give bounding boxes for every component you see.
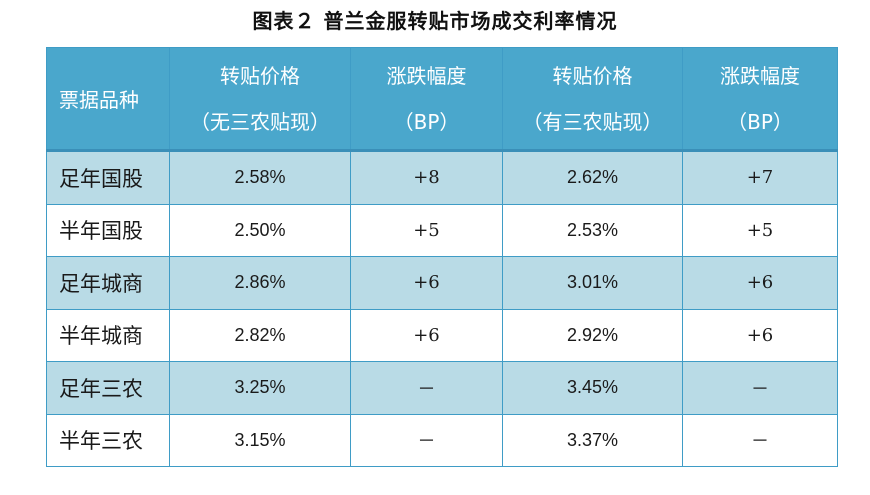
change-agri-cell: +6 <box>682 308 838 362</box>
chart-title: 图表２ 普兰金服转贴市场成交利率情况 <box>252 9 618 33</box>
column-header-variety: 票据品种 <box>46 47 170 152</box>
change-agri-cell: － <box>682 361 838 415</box>
price-agri-cell: 3.45% <box>502 361 683 415</box>
price-agri-cell: 3.37% <box>502 413 683 467</box>
header-row: 票据品种 转贴价格 （无三农贴现） 涨跌幅度 （BP） 转贴价格 （有三农贴现）… <box>46 47 838 152</box>
column-header-change-agri: 涨跌幅度 （BP） <box>682 47 838 152</box>
change-agri-cell: +6 <box>682 256 838 310</box>
variety-cell: 半年城商 <box>46 308 170 362</box>
table-row: 足年城商 2.86% +6 3.01% +6 <box>46 256 838 310</box>
column-header-label: 转贴价格 <box>552 63 633 88</box>
column-header-label: 转贴价格 <box>220 63 300 88</box>
price-agri-cell: 2.53% <box>502 203 683 257</box>
change-no-agri-cell: +8 <box>350 150 503 205</box>
variety-cell: 半年三农 <box>46 413 170 467</box>
variety-cell: 足年三农 <box>46 361 170 415</box>
change-no-agri-cell: +6 <box>350 308 503 362</box>
price-no-agri-cell: 2.50% <box>169 203 351 257</box>
column-header-sublabel: （BP） <box>393 109 460 134</box>
variety-cell: 半年国股 <box>46 203 170 257</box>
price-agri-cell: 2.62% <box>502 150 683 205</box>
table-row: 足年国股 2.58% +8 2.62% +7 <box>46 150 838 205</box>
table-row: 半年国股 2.50% +5 2.53% +5 <box>46 203 838 257</box>
change-no-agri-cell: － <box>350 413 503 467</box>
table-row: 半年城商 2.82% +6 2.92% +6 <box>46 308 838 362</box>
variety-cell: 足年国股 <box>46 150 170 205</box>
variety-cell: 足年城商 <box>46 256 170 310</box>
change-no-agri-cell: +6 <box>350 256 503 310</box>
change-agri-cell: +7 <box>682 150 838 205</box>
column-header-price-agri: 转贴价格 （有三农贴现） <box>502 47 683 152</box>
change-no-agri-cell: +5 <box>350 203 503 257</box>
column-header-label: 涨跌幅度 <box>386 63 467 88</box>
price-agri-cell: 2.92% <box>502 308 683 362</box>
rate-table: 票据品种 转贴价格 （无三农贴现） 涨跌幅度 （BP） 转贴价格 （有三农贴现）… <box>46 47 838 467</box>
column-header-sublabel: （BP） <box>727 109 793 134</box>
price-agri-cell: 3.01% <box>502 256 683 310</box>
change-agri-cell: － <box>682 413 838 467</box>
change-no-agri-cell: － <box>350 361 503 415</box>
price-no-agri-cell: 2.86% <box>169 256 351 310</box>
column-header-sublabel: （无三农贴现） <box>190 109 330 134</box>
column-header-change-no-agri: 涨跌幅度 （BP） <box>350 47 503 152</box>
change-agri-cell: +5 <box>682 203 838 257</box>
table-row: 足年三农 3.25% － 3.45% － <box>46 361 838 415</box>
table-row: 半年三农 3.15% － 3.37% － <box>46 413 838 467</box>
column-header-price-no-agri: 转贴价格 （无三农贴现） <box>169 47 351 152</box>
column-header-sublabel: （有三农贴现） <box>522 109 663 134</box>
column-header-label: 票据品种 <box>59 88 139 112</box>
price-no-agri-cell: 2.58% <box>169 150 351 205</box>
price-no-agri-cell: 2.82% <box>169 308 351 362</box>
price-no-agri-cell: 3.15% <box>169 413 351 467</box>
price-no-agri-cell: 3.25% <box>169 361 351 415</box>
column-header-label: 涨跌幅度 <box>720 63 800 88</box>
